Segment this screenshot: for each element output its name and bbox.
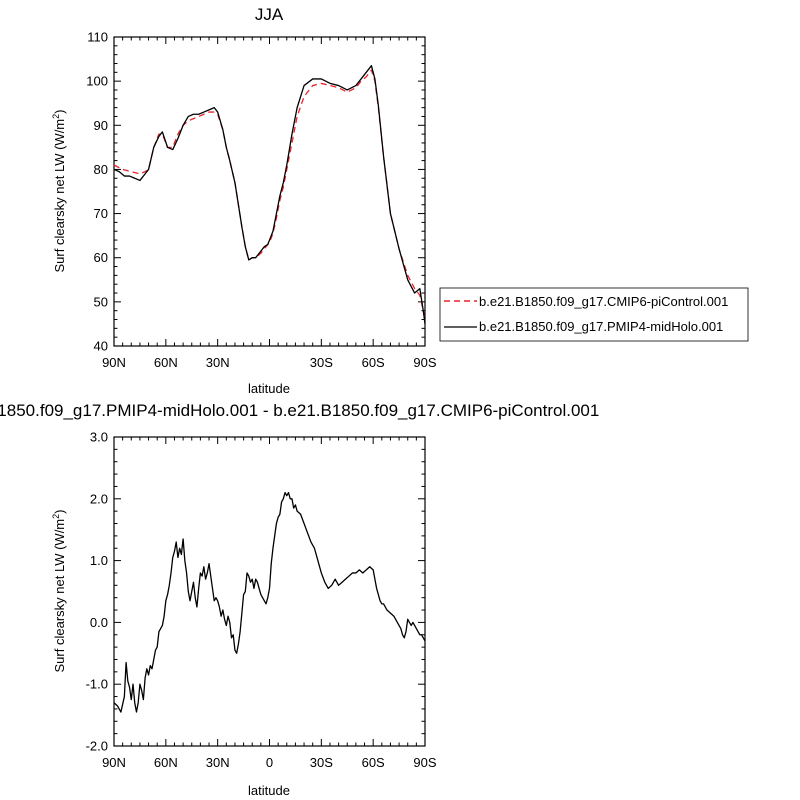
y-tick-label: 110 bbox=[87, 30, 108, 45]
y-tick-label: -1.0 bbox=[86, 677, 108, 692]
bottom-series-lines bbox=[113, 491, 426, 713]
series-line-1 bbox=[113, 65, 426, 325]
x-tick-label: 90S bbox=[413, 755, 436, 770]
bottom-x-axis-label: latitude bbox=[248, 783, 290, 798]
top-series-lines bbox=[113, 65, 426, 325]
bottom-y-axis-label: Surf clearsky net LW (W/m2) bbox=[51, 510, 67, 673]
top-panel: JJA 90N 60N 30N 30S 60S 90S 40 50 60 70 80 90 100 11… bbox=[51, 5, 749, 396]
legend-label-picontrol: b.e21.B1850.f09_g17.CMIP6-piControl.001 bbox=[479, 294, 728, 309]
y-tick-label: 2.0 bbox=[90, 491, 108, 506]
x-tick-label: 30S bbox=[310, 755, 333, 770]
y-tick-label: 3.0 bbox=[90, 430, 108, 445]
x-tick-label: 60N bbox=[154, 355, 178, 370]
y-tick-label: 40 bbox=[94, 339, 108, 354]
y-tick-label: 80 bbox=[94, 162, 108, 177]
bottom-panel: b.e21.B1850.f09_g17.PMIP4-midHolo.001 - … bbox=[0, 401, 599, 798]
top-x-axis-label: latitude bbox=[248, 381, 290, 396]
top-x-axis-ticks: 90N 60N 30N 30S 60S 90S bbox=[102, 37, 437, 370]
y-tick-label: 0.0 bbox=[90, 615, 108, 630]
x-tick-label: 0 bbox=[266, 755, 273, 770]
y-tick-label: 50 bbox=[94, 294, 108, 309]
x-tick-label: 60S bbox=[362, 355, 385, 370]
top-y-axis-label: Surf clearsky net LW (W/m2) bbox=[51, 110, 67, 273]
y-tick-label: 60 bbox=[94, 250, 108, 265]
legend: b.e21.B1850.f09_g17.CMIP6-piControl.001 … bbox=[439, 287, 749, 342]
x-tick-label: 30N bbox=[206, 755, 230, 770]
top-plot-frame bbox=[113, 36, 426, 347]
series-line-0 bbox=[113, 491, 426, 713]
series-line-0 bbox=[113, 69, 426, 320]
y-tick-label: 100 bbox=[86, 74, 108, 89]
x-tick-label: 60S bbox=[362, 755, 385, 770]
bottom-y-axis-ticks: -2.0 -1.0 0.0 1.0 2.0 3.0 bbox=[86, 430, 425, 754]
bottom-panel-title: b.e21.B1850.f09_g17.PMIP4-midHolo.001 - … bbox=[0, 401, 599, 420]
legend-box bbox=[439, 287, 749, 342]
y-tick-label: -2.0 bbox=[86, 739, 108, 754]
x-tick-label: 30S bbox=[310, 355, 333, 370]
x-tick-label: 60N bbox=[154, 755, 178, 770]
y-tick-label: 70 bbox=[94, 206, 108, 221]
top-panel-title: JJA bbox=[255, 5, 284, 24]
x-tick-label: 90N bbox=[102, 755, 126, 770]
legend-label-midholo: b.e21.B1850.f09_g17.PMIP4-midHolo.001 bbox=[479, 319, 723, 334]
top-y-axis-ticks: 40 50 60 70 80 90 100 110 bbox=[86, 30, 425, 354]
y-tick-label: 1.0 bbox=[90, 553, 108, 568]
x-tick-label: 90S bbox=[413, 355, 436, 370]
x-tick-label: 90N bbox=[102, 355, 126, 370]
x-tick-label: 30N bbox=[206, 355, 230, 370]
bottom-x-axis-ticks: 90N 60N 30N 0 30S 60S 90S bbox=[102, 437, 437, 770]
y-tick-label: 90 bbox=[94, 118, 108, 133]
